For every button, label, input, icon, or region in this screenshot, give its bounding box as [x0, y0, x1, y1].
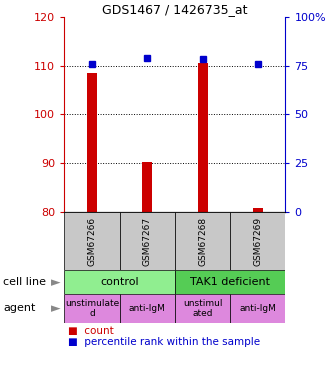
Text: TAK1 deficient: TAK1 deficient: [190, 277, 270, 287]
Text: GSM67268: GSM67268: [198, 216, 207, 266]
Text: anti-IgM: anti-IgM: [129, 304, 166, 313]
Bar: [87, 73, 97, 212]
Bar: [64, 270, 175, 294]
Text: ►: ►: [51, 302, 61, 315]
Bar: [198, 63, 208, 212]
Text: ■  percentile rank within the sample: ■ percentile rank within the sample: [68, 337, 260, 347]
Text: unstimulate
d: unstimulate d: [65, 299, 119, 318]
Bar: [64, 212, 119, 270]
Text: ■  count: ■ count: [68, 326, 114, 336]
Text: ►: ►: [51, 276, 61, 289]
Bar: [175, 212, 230, 270]
Bar: [175, 270, 285, 294]
Bar: [142, 162, 152, 212]
Text: GSM67267: GSM67267: [143, 216, 152, 266]
Text: unstimul
ated: unstimul ated: [183, 299, 222, 318]
Text: cell line: cell line: [3, 277, 46, 287]
Bar: [230, 212, 285, 270]
Bar: [119, 294, 175, 322]
Bar: [175, 294, 230, 322]
Text: control: control: [100, 277, 139, 287]
Bar: [64, 294, 119, 322]
Text: GSM67269: GSM67269: [253, 216, 262, 266]
Text: GSM67266: GSM67266: [87, 216, 96, 266]
Bar: [253, 208, 263, 212]
Text: anti-IgM: anti-IgM: [239, 304, 276, 313]
Bar: [119, 212, 175, 270]
Text: agent: agent: [3, 303, 36, 313]
Title: GDS1467 / 1426735_at: GDS1467 / 1426735_at: [102, 3, 248, 16]
Bar: [230, 294, 285, 322]
